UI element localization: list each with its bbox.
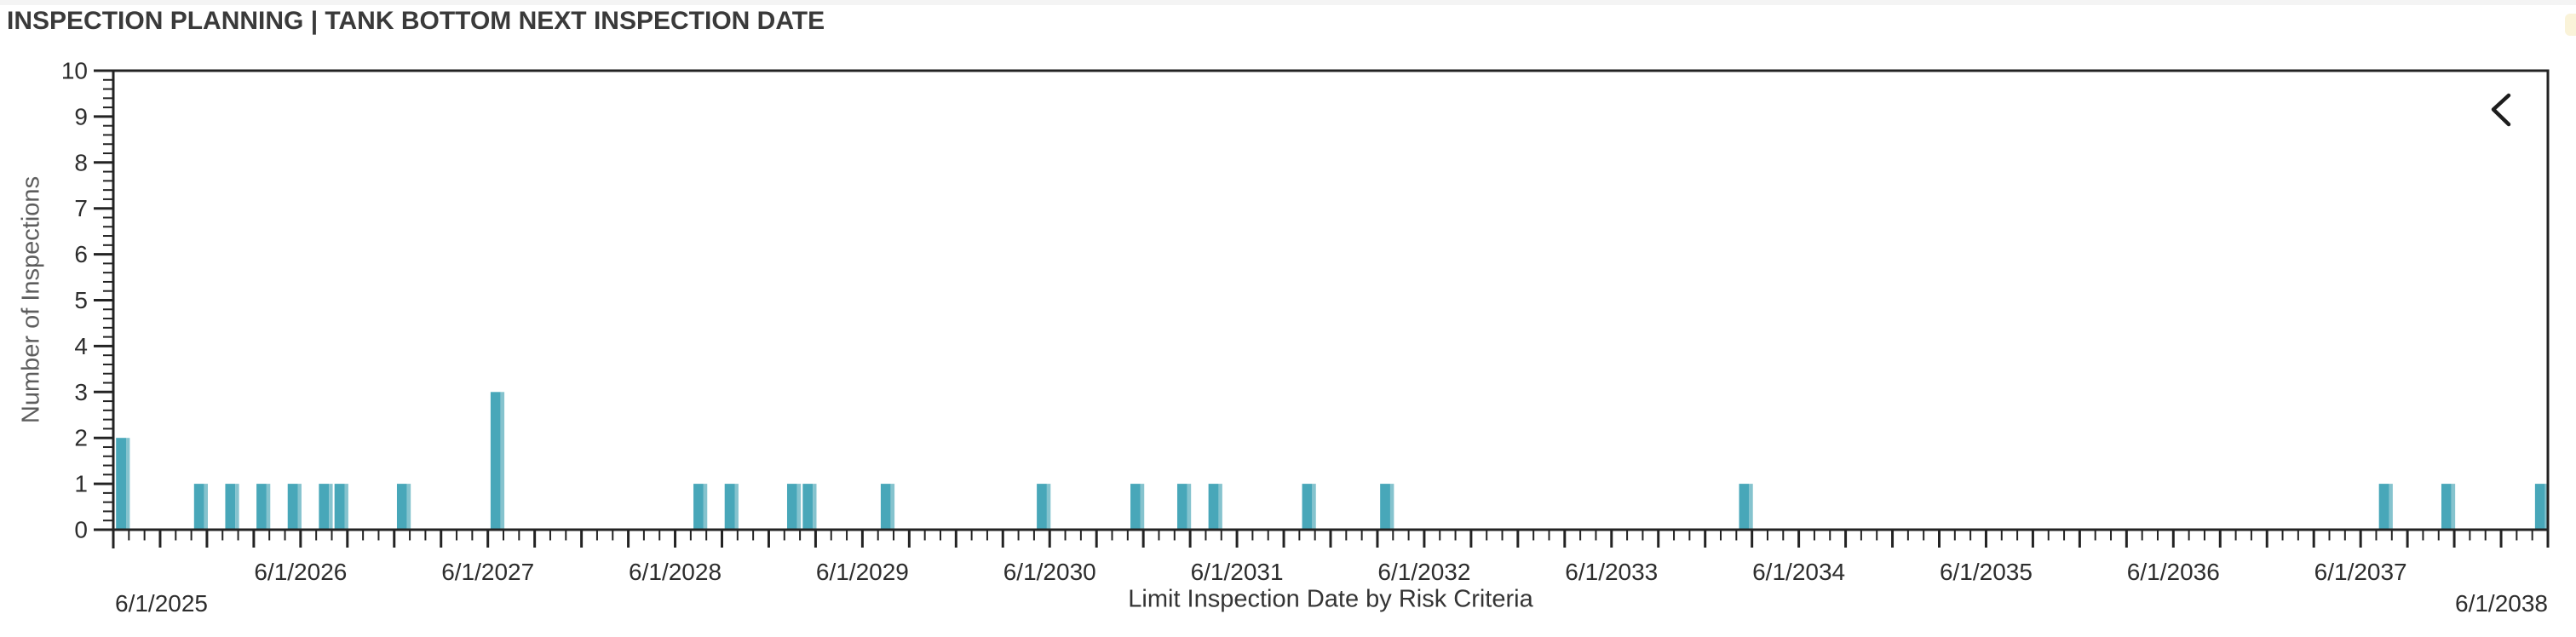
bar-7-1-2026[interactable] xyxy=(319,484,333,530)
bar-12-1-2026[interactable] xyxy=(396,484,411,530)
y-tick-label: 6 xyxy=(74,241,88,267)
page-title: INSPECTION PLANNING | TANK BOTTOM NEXT I… xyxy=(7,7,825,35)
bar-3-1-2032[interactable] xyxy=(1380,484,1394,530)
chevron-left-icon xyxy=(2491,93,2511,127)
bar-8-1-2026[interactable] xyxy=(334,484,348,530)
bar-7-1-2029[interactable] xyxy=(880,484,895,530)
bar-2-1-2034[interactable] xyxy=(1739,484,1753,530)
bar-3-1-2026[interactable] xyxy=(256,484,271,530)
top-scrollbar-track xyxy=(0,0,2576,5)
screen-edge-artifact xyxy=(2565,14,2576,36)
y-tick-label: 4 xyxy=(74,333,88,359)
bar-11-1-2030[interactable] xyxy=(1130,484,1145,530)
bar-10-1-2031[interactable] xyxy=(1302,484,1316,530)
bar-5-1-2030[interactable] xyxy=(1037,484,1051,530)
x-tick-label: 6/1/2030 xyxy=(1003,559,1096,585)
y-tick-label: 10 xyxy=(61,58,88,84)
x-axis-title: Limit Inspection Date by Risk Criteria xyxy=(1128,585,1533,613)
x-tick-label: 6/1/2036 xyxy=(2127,559,2220,585)
bar-1-1-2029[interactable] xyxy=(786,484,802,530)
previous-page-button[interactable] xyxy=(2481,88,2523,130)
bar-7-1-2037[interactable] xyxy=(2378,484,2393,530)
bar-4-1-2031[interactable] xyxy=(1208,484,1222,530)
x-tick-label: 6/1/2038 xyxy=(2455,590,2548,617)
x-tick-label: 6/1/2029 xyxy=(816,559,909,585)
x-tick-label: 6/1/2032 xyxy=(1377,559,1470,585)
bar-5-1-2026[interactable] xyxy=(287,484,302,530)
y-tick-label: 7 xyxy=(74,195,88,221)
y-tick-label: 1 xyxy=(74,471,88,497)
bar-7-1-2028[interactable] xyxy=(693,484,708,530)
bar-2-1-2031[interactable] xyxy=(1176,484,1192,530)
x-tick-label: 6/1/2031 xyxy=(1191,559,1284,585)
bar-9-1-2028[interactable] xyxy=(724,484,739,530)
x-tick-label: 6/1/2034 xyxy=(1752,559,1845,585)
y-tick-label: 9 xyxy=(74,103,88,129)
x-tick-label: 6/1/2035 xyxy=(1940,559,2033,585)
y-tick-label: 8 xyxy=(74,149,88,175)
y-tick-label: 3 xyxy=(74,379,88,405)
bar-2-1-2029[interactable] xyxy=(802,484,817,530)
x-tick-label: 6/1/2037 xyxy=(2314,559,2407,585)
bar-11-1-2037[interactable] xyxy=(2441,484,2456,530)
bar-6-1-2025[interactable] xyxy=(116,438,130,530)
y-tick-label: 0 xyxy=(74,517,88,543)
bar-1-1-2026[interactable] xyxy=(225,484,239,530)
x-tick-label: 6/1/2027 xyxy=(441,559,534,585)
y-tick-label: 5 xyxy=(74,287,88,313)
x-tick-label: 6/1/2025 xyxy=(115,590,208,617)
bar-11-1-2025[interactable] xyxy=(193,484,209,530)
y-tick-label: 2 xyxy=(74,425,88,451)
bar-6-1-2027[interactable] xyxy=(490,392,505,530)
x-tick-label: 6/1/2028 xyxy=(629,559,722,585)
x-tick-label: 6/1/2033 xyxy=(1565,559,1658,585)
x-tick-label: 6/1/2026 xyxy=(254,559,347,585)
